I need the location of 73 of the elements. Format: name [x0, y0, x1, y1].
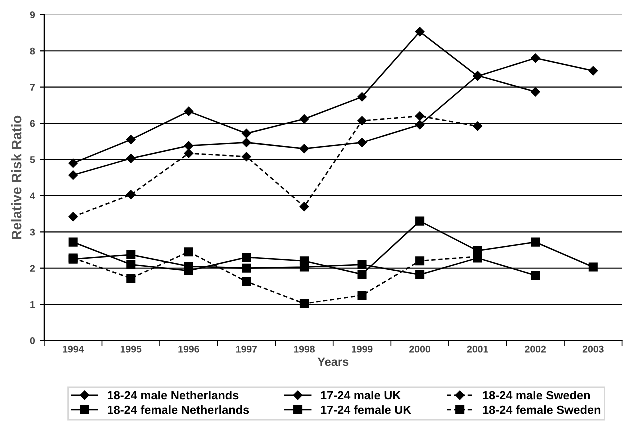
point	[184, 141, 194, 151]
y-tick-label: 7	[30, 84, 35, 91]
point	[300, 202, 310, 212]
legend-label: 18-24 male Sweden	[483, 391, 590, 400]
point	[242, 277, 252, 286]
point	[68, 212, 78, 222]
x-tick-label: 1999	[352, 346, 373, 353]
point	[68, 158, 78, 168]
y-tick-label: 5	[30, 156, 36, 164]
point	[242, 152, 252, 162]
y-tick-label: 2	[30, 265, 36, 272]
y-tick-label: 4	[30, 192, 36, 200]
point	[415, 27, 425, 37]
legend-label: 17-24 female UK	[321, 406, 412, 414]
x-axis-title: Years	[318, 358, 349, 366]
point	[184, 106, 194, 116]
y-tick-label: 8	[30, 48, 36, 55]
point	[126, 154, 136, 164]
point	[300, 144, 310, 154]
point	[126, 274, 136, 284]
y-tick-label: 1	[30, 301, 36, 308]
x-tick-label: 1998	[294, 346, 315, 353]
point	[358, 116, 367, 126]
point	[126, 135, 136, 144]
point	[473, 122, 482, 132]
y-tick-label: 6	[30, 120, 36, 128]
point	[184, 248, 194, 257]
x-tick-label: 1996	[178, 346, 200, 353]
point	[126, 190, 136, 200]
point	[242, 129, 252, 138]
point	[242, 264, 252, 273]
point	[300, 262, 309, 272]
point	[415, 120, 425, 130]
legend-label: 18-24 male Netherlands	[108, 391, 239, 400]
point	[300, 299, 309, 308]
x-tick-label: 1995	[120, 346, 142, 353]
point	[126, 250, 136, 260]
x-tick-label: 2002	[525, 346, 546, 353]
point	[184, 262, 194, 272]
point	[531, 54, 540, 63]
point	[358, 92, 367, 102]
point	[531, 87, 540, 97]
x-tick-label: 2001	[467, 346, 488, 353]
point	[358, 291, 367, 300]
point	[358, 138, 367, 148]
point	[416, 256, 425, 266]
point	[126, 260, 136, 270]
point	[300, 114, 310, 124]
point	[588, 66, 598, 76]
y-tick-label: 9	[30, 12, 36, 19]
point	[531, 271, 540, 280]
y-axis-title: Relative Risk Ratio	[12, 116, 22, 240]
legend-label: 18-24 female Sweden	[483, 406, 601, 414]
x-tick-label: 2000	[410, 346, 430, 353]
legend-label: 18-24 female Netherlands	[108, 406, 250, 414]
x-tick-label: 2003	[582, 346, 604, 353]
point	[184, 148, 194, 158]
point	[68, 170, 78, 180]
point	[416, 216, 425, 226]
x-tick-label: 1994	[63, 346, 84, 353]
point	[358, 270, 367, 280]
point	[531, 238, 540, 247]
y-tick-label: 0	[30, 338, 36, 344]
point	[415, 112, 425, 121]
legend-label: 17-24 male UK	[321, 391, 402, 400]
point	[416, 270, 425, 280]
point	[242, 138, 252, 148]
point	[588, 262, 598, 272]
point	[358, 260, 367, 270]
point	[242, 253, 252, 262]
x-tick-label: 1997	[236, 346, 258, 353]
point	[68, 238, 78, 247]
y-tick-label: 3	[30, 228, 36, 236]
